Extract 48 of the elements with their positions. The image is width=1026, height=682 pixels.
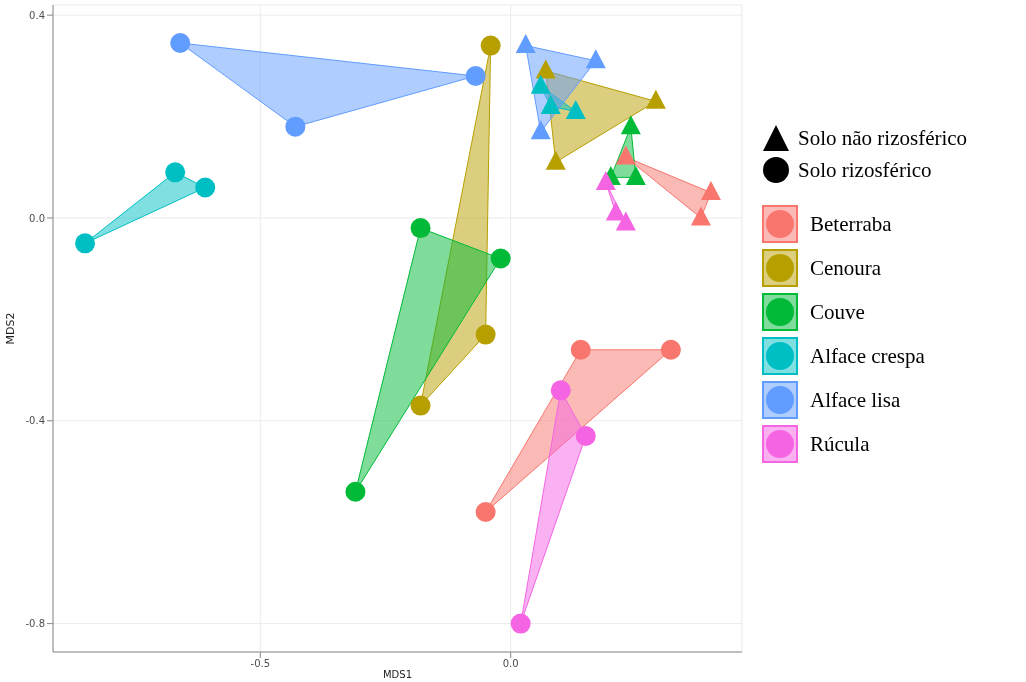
point bbox=[165, 162, 186, 183]
point bbox=[510, 613, 531, 634]
point bbox=[475, 324, 496, 345]
point bbox=[595, 170, 616, 190]
point bbox=[530, 120, 551, 140]
point bbox=[195, 177, 216, 198]
point bbox=[550, 380, 571, 401]
point bbox=[625, 165, 646, 185]
point bbox=[75, 233, 96, 254]
y-tick-label: -0.4 bbox=[25, 415, 45, 427]
point bbox=[475, 502, 496, 523]
point bbox=[660, 339, 681, 360]
point bbox=[285, 116, 306, 137]
x-tick-label: -0.5 bbox=[250, 658, 271, 670]
legend-label: Couve bbox=[810, 299, 865, 325]
legend-label: Beterraba bbox=[810, 211, 892, 237]
legend-label: Cenoura bbox=[810, 255, 882, 281]
y-axis-title: MDS2 bbox=[3, 312, 17, 345]
point bbox=[615, 211, 636, 231]
point bbox=[490, 248, 511, 269]
legend-label: Alface crespa bbox=[810, 343, 925, 369]
point bbox=[645, 89, 666, 109]
point bbox=[410, 395, 431, 416]
point bbox=[565, 99, 586, 119]
point bbox=[700, 181, 721, 201]
y-tick-label: 0.0 bbox=[29, 212, 45, 224]
point bbox=[345, 481, 366, 502]
text: Solo rizosférico bbox=[798, 157, 932, 183]
point bbox=[585, 49, 606, 69]
point bbox=[575, 426, 596, 446]
point bbox=[530, 74, 551, 94]
text: Solo não rizosférico bbox=[798, 125, 968, 151]
y-tick-label: -0.8 bbox=[25, 618, 45, 630]
point bbox=[540, 94, 561, 114]
point bbox=[690, 206, 711, 226]
legend-label: Alface lisa bbox=[810, 387, 901, 413]
x-axis-title: MDS1 bbox=[382, 669, 413, 680]
point bbox=[465, 65, 486, 86]
y-tick-label: 0.4 bbox=[29, 9, 45, 21]
point bbox=[620, 115, 641, 135]
point bbox=[515, 34, 536, 54]
legend-label: Rúcula bbox=[810, 431, 870, 457]
point bbox=[605, 201, 626, 221]
point bbox=[570, 339, 591, 360]
point bbox=[480, 35, 501, 56]
point bbox=[410, 218, 431, 239]
point bbox=[545, 150, 566, 170]
point bbox=[535, 59, 556, 79]
